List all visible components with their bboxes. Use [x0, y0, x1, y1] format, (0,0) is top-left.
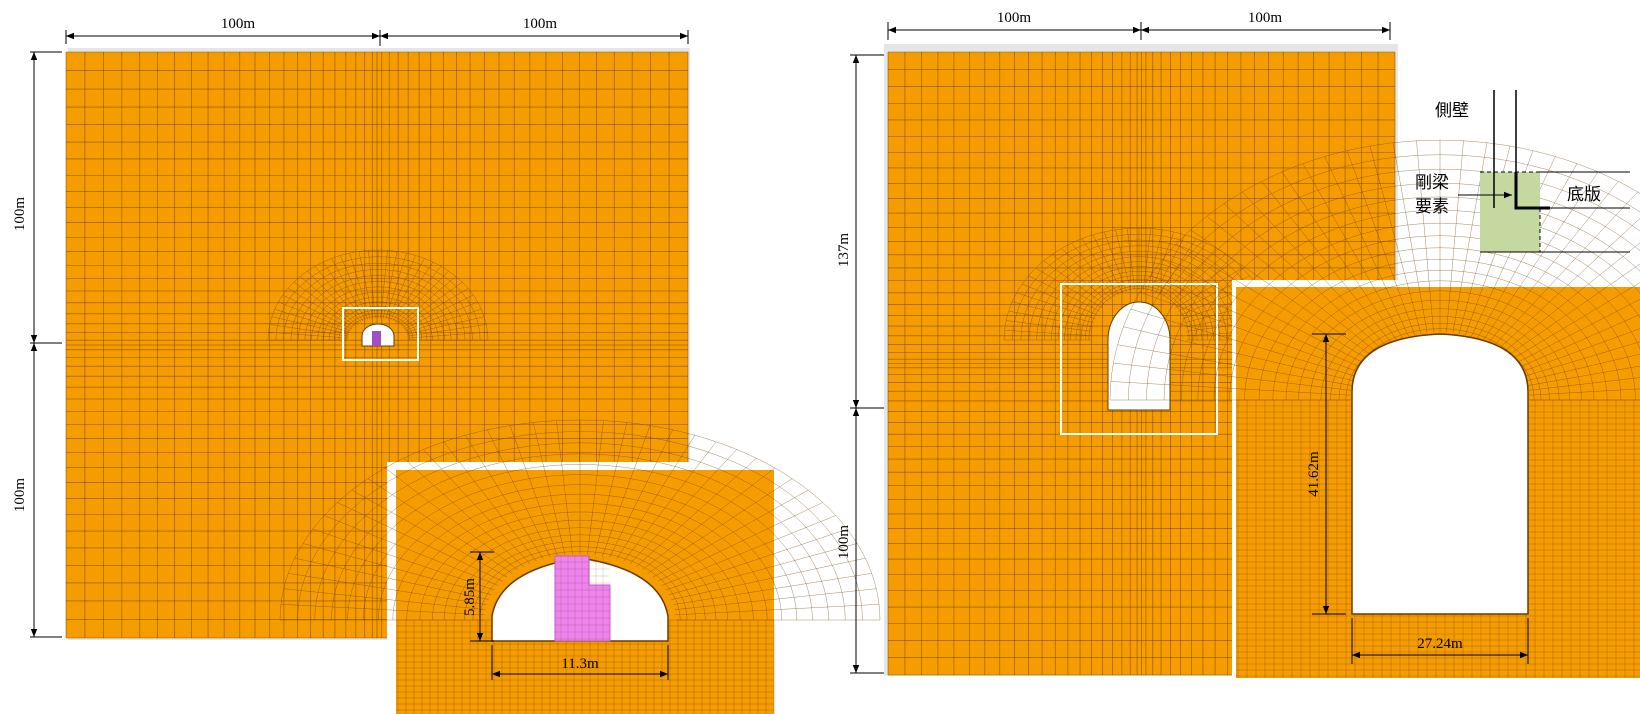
- right-zoom-box: [1060, 283, 1218, 435]
- right-side-dim-upper: 137m: [836, 233, 852, 268]
- right-top-dim-right: 100m: [1248, 10, 1283, 26]
- left-side-dim-upper: 100m: [12, 197, 28, 232]
- left-inset-lining: [554, 555, 611, 642]
- left-top-dim-right: 100m: [523, 16, 558, 32]
- rigid-beam-element: [1514, 172, 1550, 210]
- right-top-dimension: 100m 100m: [887, 10, 1391, 40]
- left-top-dimension: 100m 100m: [65, 16, 689, 46]
- right-inset-width-dim: 27.24m: [1417, 636, 1463, 652]
- left-top-dim-left: 100m: [221, 16, 256, 32]
- left-inset: 5.85m 11.3m: [279, 419, 881, 714]
- right-inset-tunnel-opening: [1351, 333, 1529, 615]
- label-rigid-beam-1: 剛梁: [1415, 173, 1449, 193]
- right-inset: 41.62m 27.24m: [1109, 139, 1640, 678]
- right-tunnel-opening: [1107, 301, 1171, 411]
- label-side-wall: 側壁: [1435, 101, 1469, 121]
- right-side-dimension: 137m 100m: [836, 54, 884, 674]
- rigid-beam-legend: 側壁 剛梁 要素 底版: [1415, 90, 1630, 253]
- left-model: [65, 48, 690, 640]
- left-tunnel-lining: [372, 331, 381, 346]
- right-inset-height-dim: 41.62m: [1306, 451, 1322, 497]
- left-inset-width-dim: 11.3m: [561, 656, 599, 672]
- right-side-dim-lower: 100m: [836, 525, 852, 560]
- right-top-dim-left: 100m: [997, 10, 1032, 26]
- rigid-zone-fill: [1480, 172, 1540, 252]
- label-bottom-slab: 底版: [1567, 185, 1601, 205]
- left-side-dim-lower: 100m: [12, 478, 28, 513]
- left-inset-height-dim: 5.85m: [462, 578, 478, 616]
- label-rigid-beam-2: 要素: [1415, 197, 1449, 217]
- left-side-dimension: 100m 100m: [12, 51, 62, 638]
- left-zoom-box: [342, 307, 419, 361]
